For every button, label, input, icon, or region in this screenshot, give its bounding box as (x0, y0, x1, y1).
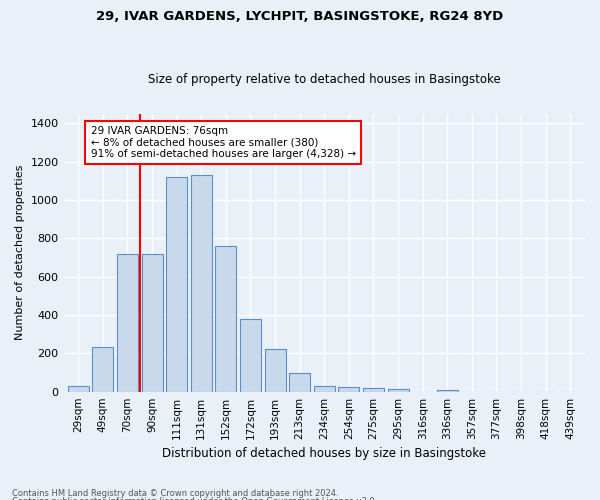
X-axis label: Distribution of detached houses by size in Basingstoke: Distribution of detached houses by size … (162, 447, 486, 460)
Bar (215, 246, 236, 392)
Bar (117, 254, 138, 392)
Y-axis label: Number of detached properties: Number of detached properties (15, 165, 25, 340)
Bar (388, 389, 409, 392)
Text: Contains HM Land Registry data © Crown copyright and database right 2024.: Contains HM Land Registry data © Crown c… (12, 488, 338, 498)
Bar (314, 386, 335, 392)
Bar (240, 319, 261, 392)
Text: 29 IVAR GARDENS: 76sqm
← 8% of detached houses are smaller (380)
91% of semi-det: 29 IVAR GARDENS: 76sqm ← 8% of detached … (91, 126, 356, 159)
Bar (363, 388, 384, 392)
Text: 29, IVAR GARDENS, LYCHPIT, BASINGSTOKE, RG24 8YD: 29, IVAR GARDENS, LYCHPIT, BASINGSTOKE, … (97, 10, 503, 23)
Bar (191, 175, 212, 392)
Bar (265, 348, 286, 392)
Bar (166, 177, 187, 392)
Title: Size of property relative to detached houses in Basingstoke: Size of property relative to detached ho… (148, 73, 500, 86)
Bar (92, 346, 113, 392)
Text: Contains public sector information licensed under the Open Government Licence v3: Contains public sector information licen… (12, 497, 377, 500)
Bar (289, 374, 310, 392)
Bar (338, 387, 359, 392)
Bar (142, 254, 163, 392)
Bar (437, 390, 458, 392)
Bar (68, 386, 89, 392)
